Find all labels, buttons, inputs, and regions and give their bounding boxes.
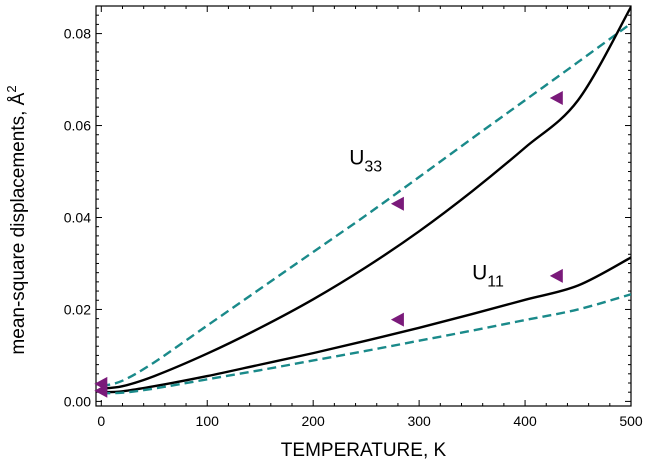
y-axis-title-text: mean-square displacements,	[8, 105, 29, 354]
series-line-3	[101, 256, 631, 394]
curve-label-base: U	[349, 147, 364, 170]
tick-labels: 0 100 200 300 400 500 0.00 0.02 0.04 0.06 0.08	[64, 26, 643, 429]
data-marker	[390, 196, 404, 211]
x-axis-title: TEMPERATURE, K	[281, 440, 447, 461]
curve-label: U11	[472, 262, 504, 291]
y-tick-label: 0.00	[64, 393, 91, 409]
data-marker	[549, 268, 563, 283]
data-markers	[94, 91, 563, 398]
x-tick-label: 0	[97, 413, 105, 429]
plot-frame	[95, 5, 632, 407]
y-tick-label: 0.06	[64, 118, 91, 134]
y-tick-label: 0.02	[64, 301, 91, 317]
x-tick-label: 100	[196, 413, 220, 429]
series-line-1	[100, 22, 631, 388]
y-axis-title: mean-square displacements, Å2	[4, 85, 29, 354]
curve-label-subscript: 11	[487, 274, 504, 291]
series-line-2	[101, 6, 631, 390]
series-line-4	[101, 293, 631, 395]
x-tick-label: 300	[407, 413, 431, 429]
data-marker	[94, 383, 108, 398]
curve-label: U33	[349, 147, 382, 176]
x-tick-label: 200	[301, 413, 325, 429]
y-axis-title-unit-exponent: 2	[4, 85, 19, 92]
x-tick-label: 400	[513, 413, 537, 429]
series-lines	[100, 6, 631, 395]
y-axis-title-unit: Å	[8, 92, 29, 105]
y-tick-label: 0.08	[64, 26, 91, 42]
x-tick-label: 500	[619, 413, 643, 429]
data-marker	[549, 91, 563, 105]
curve-label-subscript: 33	[364, 159, 382, 176]
curve-label-base: U	[472, 262, 487, 285]
data-marker	[390, 312, 404, 327]
y-tick-label: 0.04	[64, 209, 91, 225]
